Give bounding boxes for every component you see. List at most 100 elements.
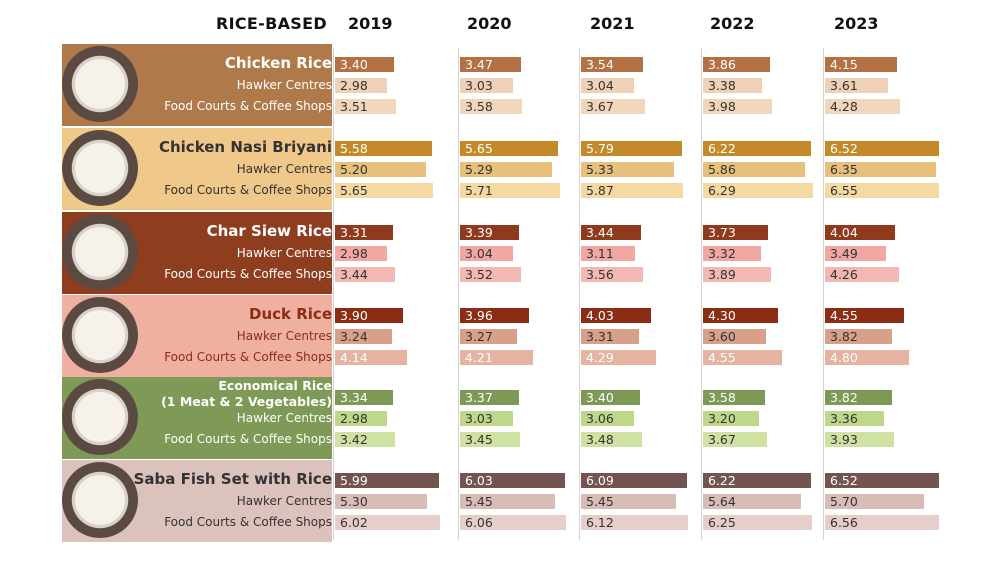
bar-value-label: 4.30 [708, 308, 736, 323]
bar-char_siew-2-2021 [581, 267, 643, 282]
bar-value-label: 6.29 [708, 183, 736, 198]
bar-economical-1-2020 [460, 411, 513, 426]
bar-value-label: 4.55 [830, 308, 858, 323]
bar-value-label: 3.37 [465, 390, 493, 405]
bar-duck_rice-2-2023 [825, 350, 909, 365]
sub-category-label: Hawker Centres [236, 246, 332, 260]
bar-saba_fish-1-2019 [335, 494, 428, 509]
bar-value-label: 5.71 [465, 183, 493, 198]
bar-nasi_briyani-1-2020 [460, 162, 553, 177]
bar-economical-1-2021 [581, 411, 635, 426]
bar-value-label: 3.82 [830, 390, 858, 405]
bar-value-label: 5.87 [586, 183, 614, 198]
category-label: Saba Fish Set with Rice [133, 470, 332, 488]
bar-duck_rice-0-2023 [825, 308, 905, 323]
bar-nasi_briyani-0-2020 [460, 141, 559, 156]
bar-value-label: 5.86 [708, 162, 736, 177]
year-header-2022: 2022 [710, 14, 755, 33]
bar-nasi_briyani-1-2022 [703, 162, 806, 177]
bar-saba_fish-0-2023 [825, 473, 939, 488]
bar-chicken_rice-1-2019 [335, 78, 387, 93]
bar-nasi_briyani-0-2022 [703, 141, 812, 156]
food-plate-icon-chicken_rice [62, 46, 138, 122]
bar-saba_fish-1-2021 [581, 494, 676, 509]
bar-economical-2-2022 [703, 432, 767, 447]
bar-saba_fish-2-2020 [460, 515, 566, 530]
bar-value-label: 2.98 [340, 411, 368, 426]
bar-value-label: 3.67 [586, 99, 614, 114]
bar-chicken_rice-0-2020 [460, 57, 521, 72]
bar-value-label: 4.26 [830, 267, 858, 282]
sub-category-label: Food Courts & Coffee Shops [164, 99, 332, 113]
sub-category-label: Hawker Centres [236, 78, 332, 92]
column-divider [333, 48, 334, 540]
bar-value-label: 3.82 [830, 329, 858, 344]
bar-char_siew-0-2023 [825, 225, 896, 240]
bar-value-label: 3.39 [465, 225, 493, 240]
sub-category-label: Food Courts & Coffee Shops [164, 515, 332, 529]
bar-value-label: 3.96 [465, 308, 493, 323]
bar-value-label: 3.04 [586, 78, 614, 93]
food-plate-icon-economical [62, 379, 138, 455]
bar-chicken_rice-2-2019 [335, 99, 397, 114]
bar-value-label: 3.49 [830, 246, 858, 261]
bar-nasi_briyani-0-2019 [335, 141, 433, 156]
bar-duck_rice-1-2022 [703, 329, 766, 344]
bar-chicken_rice-0-2021 [581, 57, 643, 72]
bar-nasi_briyani-2-2021 [581, 183, 684, 198]
bar-duck_rice-2-2021 [581, 350, 656, 365]
bar-value-label: 3.90 [340, 308, 368, 323]
bar-economical-1-2022 [703, 411, 759, 426]
sub-category-label: Food Courts & Coffee Shops [164, 267, 332, 281]
bar-duck_rice-2-2022 [703, 350, 783, 365]
bar-chicken_rice-0-2019 [335, 57, 395, 72]
column-divider [823, 48, 824, 540]
bar-economical-0-2019 [335, 390, 394, 405]
bar-char_siew-0-2022 [703, 225, 768, 240]
bar-value-label: 4.28 [830, 99, 858, 114]
bar-value-label: 5.99 [340, 473, 368, 488]
bar-char_siew-0-2021 [581, 225, 641, 240]
bar-value-label: 4.29 [586, 350, 614, 365]
bar-chicken_rice-1-2022 [703, 78, 762, 93]
bar-value-label: 3.67 [708, 432, 736, 447]
column-divider [701, 48, 702, 540]
bar-char_siew-1-2019 [335, 246, 387, 261]
bar-value-label: 3.44 [340, 267, 368, 282]
bar-value-label: 4.80 [830, 350, 858, 365]
bar-char_siew-0-2019 [335, 225, 393, 240]
bar-char_siew-1-2021 [581, 246, 636, 261]
bar-value-label: 5.29 [465, 162, 493, 177]
bar-value-label: 6.09 [586, 473, 614, 488]
sub-category-label: Hawker Centres [236, 329, 332, 343]
bar-economical-1-2023 [825, 411, 884, 426]
bar-saba_fish-0-2019 [335, 473, 440, 488]
bar-nasi_briyani-0-2021 [581, 141, 682, 156]
bar-value-label: 6.06 [465, 515, 493, 530]
bar-value-label: 3.58 [708, 390, 736, 405]
bar-value-label: 3.61 [830, 78, 858, 93]
category-label: Duck Rice [249, 305, 332, 323]
bar-value-label: 3.73 [708, 225, 736, 240]
bar-value-label: 3.54 [586, 57, 614, 72]
sub-category-label: Food Courts & Coffee Shops [164, 432, 332, 446]
bar-duck_rice-1-2019 [335, 329, 392, 344]
bar-value-label: 5.58 [340, 141, 368, 156]
food-plate-icon-nasi_briyani [62, 130, 138, 206]
category-label: Chicken Nasi Briyani [158, 138, 332, 156]
bar-duck_rice-0-2020 [460, 308, 529, 323]
bar-value-label: 3.42 [340, 432, 368, 447]
bar-saba_fish-1-2022 [703, 494, 802, 509]
bar-duck_rice-0-2022 [703, 308, 778, 323]
bar-char_siew-1-2023 [825, 246, 886, 261]
bar-value-label: 3.98 [708, 99, 736, 114]
bar-chicken_rice-2-2021 [581, 99, 645, 114]
bar-value-label: 3.47 [465, 57, 493, 72]
bar-value-label: 3.24 [340, 329, 368, 344]
bar-value-label: 5.45 [586, 494, 614, 509]
bar-value-label: 5.64 [708, 494, 736, 509]
bar-saba_fish-0-2021 [581, 473, 688, 488]
food-plate-icon-char_siew [62, 214, 138, 290]
bar-value-label: 4.15 [830, 57, 858, 72]
bar-value-label: 4.04 [830, 225, 858, 240]
